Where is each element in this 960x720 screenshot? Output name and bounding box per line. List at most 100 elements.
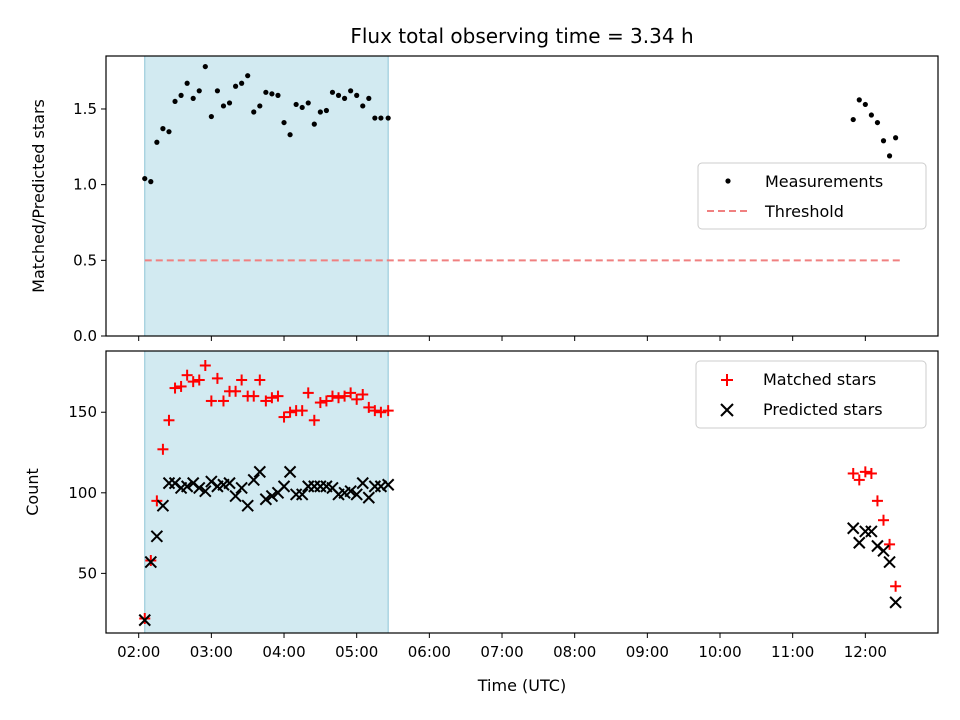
matched-star-point	[169, 382, 181, 394]
x-tick-label: 07:00	[480, 643, 523, 661]
predicted-star-point	[259, 493, 273, 506]
measurement-point	[178, 92, 184, 98]
matched-star-point	[205, 395, 217, 407]
x-tick-label: 06:00	[408, 643, 451, 661]
measurement-point	[874, 119, 881, 126]
measurement-point	[220, 103, 227, 109]
matched-star-point	[890, 580, 902, 592]
measurement-point	[886, 153, 893, 159]
matched-star-point	[871, 495, 883, 507]
measurement-point	[360, 103, 366, 109]
matched-star-point	[193, 374, 205, 386]
matched-star-point	[333, 392, 345, 404]
matched-star-point	[865, 467, 877, 479]
measurement-point	[172, 98, 178, 105]
matched-star-point	[363, 401, 375, 413]
predicted-star-point	[374, 480, 388, 493]
measurement-point	[208, 113, 214, 120]
matched-star-point	[157, 443, 169, 455]
matched-star-point	[217, 395, 229, 407]
x-tick-label: 02:00	[117, 643, 160, 661]
predicted-star-point	[247, 473, 260, 487]
predicted-star-point	[180, 480, 194, 493]
predicted-star-point	[859, 525, 872, 538]
x-axis-label: Time (UTC)	[477, 676, 566, 695]
matched-star-point	[345, 387, 357, 399]
legend-threshold-label: Threshold	[764, 202, 844, 221]
matched-star-point	[853, 474, 865, 486]
measurement-point	[354, 92, 360, 98]
predicted-star-point	[193, 481, 206, 495]
legend-matched-label: Matched stars	[763, 370, 876, 389]
top-x-ticks	[138, 336, 866, 341]
legend-measurements-label: Measurements	[765, 172, 883, 191]
measurement-point	[269, 91, 275, 97]
bottom-y-axis-label: Count	[23, 468, 42, 516]
y-tick-label: 1.0	[73, 176, 97, 194]
measurement-point	[378, 115, 384, 121]
measurement-point	[160, 126, 166, 132]
measurement-point	[251, 109, 257, 115]
x-tick-label: 12:00	[844, 643, 887, 661]
matched-star-point	[878, 514, 890, 526]
matched-star-point	[139, 612, 151, 624]
matched-star-point	[175, 380, 187, 392]
predicted-star-point	[223, 476, 236, 490]
predicted-star-point	[241, 499, 254, 512]
measurement-point	[257, 103, 263, 109]
matched-star-point	[272, 390, 284, 402]
predicted-star-point	[253, 465, 267, 479]
measurement-point	[299, 104, 305, 111]
measurement-point	[850, 116, 856, 123]
matched-star-point	[375, 406, 387, 418]
predicted-star-point	[362, 491, 376, 504]
matched-star-point	[199, 360, 211, 372]
predicted-star-point	[847, 522, 860, 535]
matched-star-point	[314, 397, 326, 409]
bottom-matched-points	[139, 360, 902, 624]
matched-star-point	[254, 374, 266, 386]
y-tick-label: 100	[68, 484, 97, 502]
bottom-predicted-points	[138, 465, 902, 627]
matched-star-point	[278, 411, 290, 423]
measurement-point	[275, 92, 281, 98]
predicted-star-point	[865, 525, 878, 538]
measurement-point	[862, 101, 868, 108]
top-panel: 0.0 0.5 1.0 1.5 Matched/Predicted stars Mea…	[29, 55, 939, 345]
x-tick-label: 10:00	[698, 643, 741, 661]
bottom-x-ticks: 02:00 03:00 04:00 05:00 06:00 07:00 08:00 09:00…	[117, 633, 887, 661]
top-legend: Measurements Threshold	[697, 162, 927, 230]
matched-star-point	[211, 372, 223, 384]
measurement-point	[226, 100, 233, 106]
measurement-point	[893, 135, 899, 141]
matched-star-point	[339, 390, 351, 402]
matched-star-point	[320, 395, 332, 407]
matched-star-point	[248, 390, 260, 402]
predicted-star-point	[356, 476, 369, 490]
top-axes-frame	[105, 55, 939, 337]
measurement-point	[335, 92, 342, 98]
predicted-star-point	[877, 544, 890, 558]
predicted-star-point	[344, 484, 357, 498]
predicted-star-point	[853, 536, 866, 549]
measurement-point	[196, 88, 202, 94]
predicted-star-point	[265, 489, 279, 503]
measurement-point	[245, 73, 251, 79]
measurement-point	[372, 115, 378, 121]
observing-interval-shade	[144, 55, 389, 337]
matched-star-point	[163, 414, 175, 426]
measurement-point	[281, 119, 287, 126]
predicted-star-point	[295, 488, 309, 501]
measurement-point	[287, 132, 293, 138]
measurement-point	[190, 95, 196, 101]
measurement-point	[202, 63, 208, 70]
matched-star-point	[284, 406, 296, 418]
matched-star-point	[847, 467, 859, 479]
measurement-point	[311, 121, 317, 127]
x-tick-label: 03:00	[190, 643, 233, 661]
legend-matched-marker	[721, 374, 733, 386]
matched-star-point	[351, 393, 363, 405]
legend-measurements-marker	[725, 178, 731, 184]
matched-star-point	[357, 389, 369, 401]
